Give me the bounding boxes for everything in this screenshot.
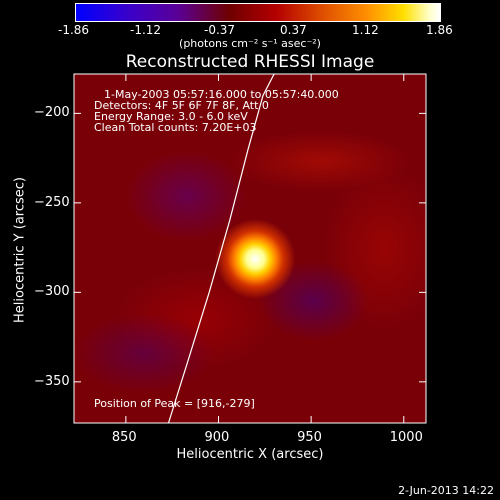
y-tick-label: −350 bbox=[34, 373, 70, 389]
x-tick-label: 850 bbox=[111, 430, 137, 445]
time-range: 1-May-2003 05:57:16.000 to 05:57:40.000 bbox=[104, 88, 339, 101]
x-tick-marks bbox=[125, 74, 405, 423]
clean-info: Clean Total counts: 7.20E+03 bbox=[94, 121, 257, 134]
heatmap-image bbox=[74, 74, 426, 423]
colorbar-tick: -0.37 bbox=[204, 23, 236, 37]
colorbar-tick: 1.12 bbox=[352, 23, 379, 37]
plot-title: Reconstructed RHESSI Image bbox=[125, 52, 375, 72]
x-tick-label: 900 bbox=[204, 430, 230, 445]
y-tick-label: −250 bbox=[34, 194, 70, 210]
peak-position: Position of Peak = [916,-279] bbox=[94, 397, 255, 410]
x-axis-label: Heliocentric X (arcsec) bbox=[176, 447, 324, 462]
solar-limb-curve bbox=[167, 73, 275, 424]
colorbar-tick: -1.86 bbox=[58, 23, 90, 37]
y-tick-label: −300 bbox=[34, 284, 70, 300]
y-axis-label: Heliocentric Y (arcsec) bbox=[12, 177, 28, 323]
detectors-info: Detectors: 4F 5F 6F 7F 8F, Att 0 bbox=[94, 99, 269, 112]
y-tick-marks bbox=[74, 112, 426, 383]
colorbar-tick: 1.86 bbox=[426, 23, 453, 37]
timestamp: 2-Jun-2013 14:22 bbox=[398, 484, 494, 497]
energy-range: Energy Range: 3.0 - 6.0 keV bbox=[94, 110, 248, 123]
y-tick-label: −200 bbox=[34, 105, 70, 121]
colorbar-unit-label: (photons cm⁻² s⁻¹ asec⁻²) bbox=[179, 37, 321, 50]
colorbar-tick: 0.37 bbox=[280, 23, 307, 37]
x-tick-label: 1000 bbox=[389, 430, 423, 445]
colorbar-tick: -1.12 bbox=[130, 23, 162, 37]
x-tick-label: 950 bbox=[297, 430, 322, 445]
plot-frame bbox=[73, 73, 427, 424]
colorbar bbox=[75, 3, 441, 22]
